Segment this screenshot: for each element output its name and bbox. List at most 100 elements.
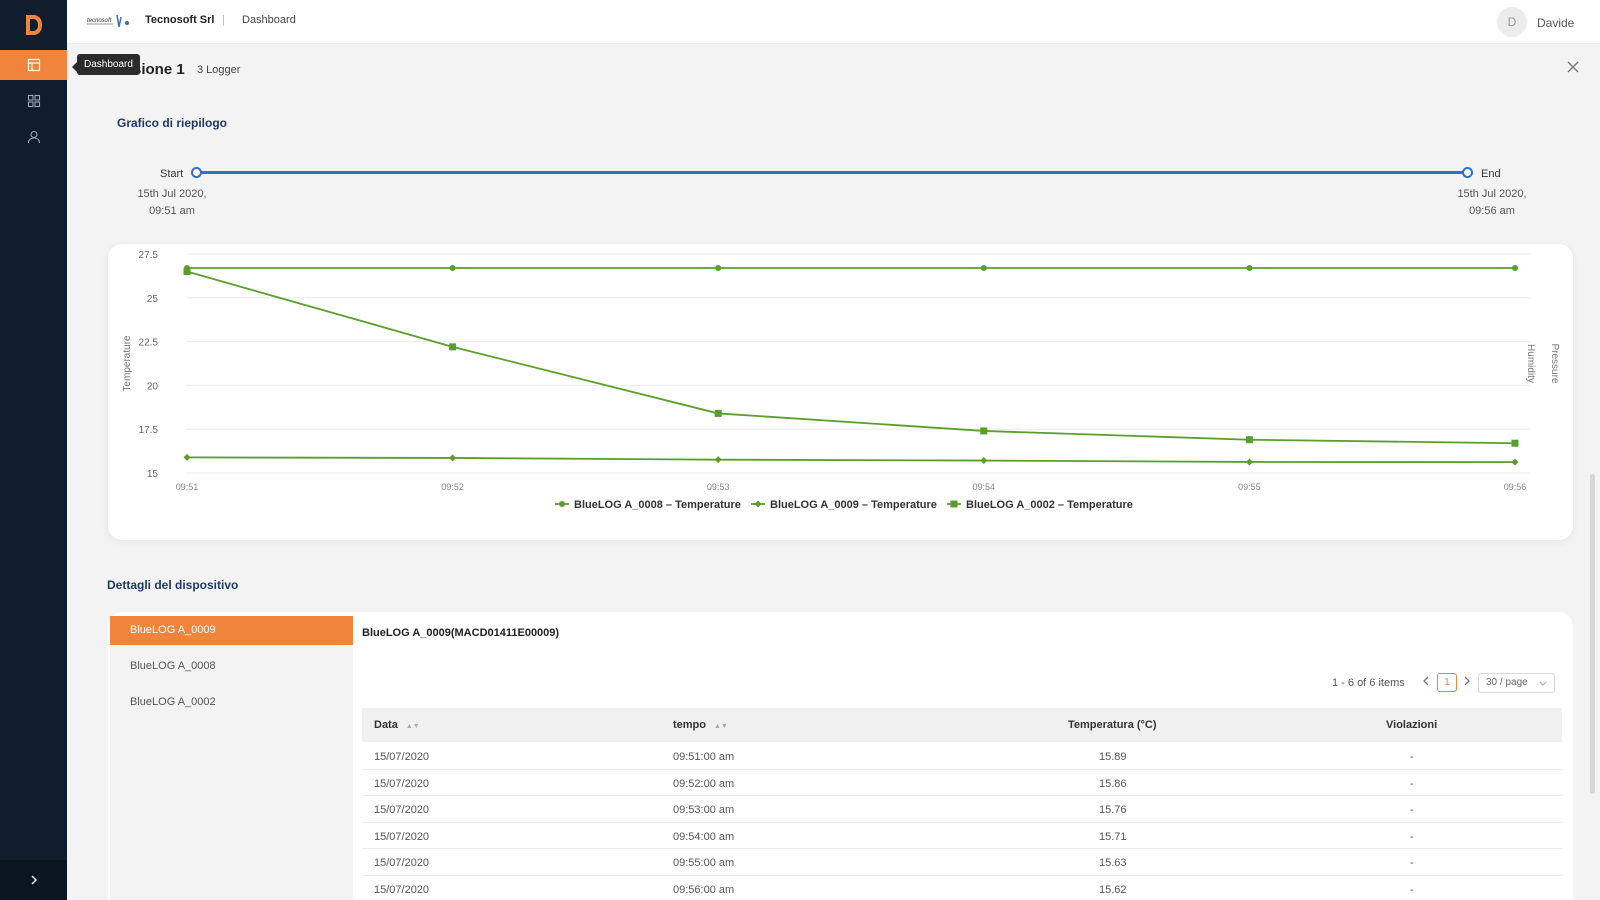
cell-temperatura: 15.71 — [1099, 831, 1127, 843]
cell-data: 15/07/2020 — [374, 831, 430, 843]
legend-marker — [754, 500, 762, 508]
series-line-1 — [186, 456, 1516, 464]
x-tick-label: 09:52 — [441, 482, 464, 492]
pagination-prev-button[interactable] — [1422, 674, 1430, 689]
summary-section-title: Grafico di riepilogo — [117, 116, 228, 130]
breadcrumb[interactable]: Dashboard — [242, 14, 296, 26]
row-divider — [362, 769, 1562, 770]
data-point — [1511, 458, 1519, 466]
time-range-slider[interactable] — [196, 171, 1468, 174]
row-divider — [362, 795, 1562, 796]
legend-item-0: BlueLOG A_0008 – Temperature — [574, 499, 741, 511]
data-point — [1511, 439, 1519, 447]
close-button[interactable] — [1563, 57, 1583, 77]
range-start-handle[interactable] — [191, 167, 202, 178]
chevron-right-icon — [31, 875, 37, 885]
app-logo-icon — [25, 15, 42, 35]
dashboard-icon — [27, 58, 40, 72]
table-header — [362, 708, 1562, 742]
range-start-label: Start — [160, 168, 184, 180]
avatar[interactable]: D — [1497, 7, 1527, 37]
y-tick-label: 17.5 — [139, 425, 159, 436]
y-tick-label: 22.5 — [139, 338, 159, 349]
tecnosoft-logo: tecnosoft — [87, 14, 129, 28]
x-tick-label: 09:51 — [176, 482, 199, 492]
page-size-select[interactable]: 30 / page — [1478, 673, 1555, 693]
cell-data: 15/07/2020 — [374, 804, 430, 816]
chevron-down-icon — [1539, 681, 1547, 686]
data-point — [714, 409, 722, 417]
cell-temperatura: 15.89 — [1099, 751, 1127, 763]
cell-tempo: 09:55:00 am — [673, 857, 735, 869]
cell-temperatura: 15.63 — [1099, 857, 1127, 869]
data-point — [714, 456, 722, 464]
user-icon — [27, 130, 40, 144]
range-end-date: 15th Jul 2020, 09:56 am — [1447, 186, 1537, 220]
device-item-0[interactable]: BlueLOG A_0009 — [110, 616, 353, 645]
data-point — [1245, 436, 1253, 444]
user-name[interactable]: Davide — [1537, 16, 1575, 30]
x-tick-label: 09:56 — [1504, 482, 1527, 492]
details-section-title: Dettagli del dispositivo — [107, 578, 239, 592]
range-start-date: 15th Jul 2020, 09:51 am — [127, 186, 217, 220]
range-start-time: 09:51 am — [149, 205, 195, 217]
range-start-date-line1: 15th Jul 2020, — [137, 188, 207, 200]
summary-chart: 15 17.5 20 22.5 25 27.5 09:51 09:52 09:53 09:54 09… — [122, 250, 1560, 511]
data-point — [449, 265, 456, 272]
row-divider — [362, 875, 1562, 876]
cell-temperatura: 15.86 — [1099, 778, 1127, 790]
sort-icon[interactable]: ▲▼ — [405, 723, 420, 730]
cell-temperatura: 15.62 — [1099, 884, 1127, 896]
app-logo[interactable] — [0, 0, 67, 50]
chevron-right-icon — [1464, 676, 1470, 686]
close-icon — [1567, 61, 1579, 73]
sort-icon[interactable]: ▲▼ — [714, 723, 728, 730]
device-title: BlueLOG A_0009(MACD01411E00009) — [362, 627, 560, 639]
data-point — [183, 453, 191, 461]
row-divider — [362, 848, 1562, 849]
y-tick-label: 20 — [147, 381, 159, 392]
column-header-tempo-label: tempo — [673, 719, 706, 731]
pagination-next-button[interactable] — [1463, 674, 1471, 689]
cell-data: 15/07/2020 — [374, 751, 430, 763]
cell-violazioni: - — [1410, 751, 1414, 763]
page-scrollbar[interactable] — [1590, 474, 1595, 794]
cell-violazioni: - — [1410, 804, 1414, 816]
legend-marker — [950, 500, 958, 508]
y-tick-label: 15 — [147, 469, 159, 480]
column-header-data-label: Data — [374, 719, 398, 731]
chevron-left-icon — [1423, 676, 1429, 686]
cell-tempo: 09:53:00 am — [673, 804, 735, 816]
cell-data: 15/07/2020 — [374, 778, 430, 790]
x-tick-label: 09:53 — [707, 482, 730, 492]
cell-data: 15/07/2020 — [374, 857, 430, 869]
sidebar-tooltip: Dashboard — [72, 54, 140, 75]
range-end-handle[interactable] — [1462, 167, 1473, 178]
column-header-tempo[interactable]: tempo ▲▼ — [673, 719, 728, 731]
x-tick-label: 09:54 — [973, 482, 996, 492]
sidebar-item-user[interactable] — [0, 122, 67, 152]
y-axis-label: Temperature — [122, 335, 133, 392]
breadcrumb-separator: | — [222, 14, 225, 26]
legend-item-2: BlueLOG A_0002 – Temperature — [966, 499, 1133, 511]
sidebar-expand-button[interactable] — [0, 860, 67, 900]
column-header-data[interactable]: Data ▲▼ — [374, 719, 420, 731]
cell-violazioni: - — [1410, 778, 1414, 790]
cell-violazioni: - — [1410, 831, 1414, 843]
data-point — [980, 427, 988, 435]
range-end-date-line1: 15th Jul 2020, — [1457, 188, 1527, 200]
device-item-2[interactable]: BlueLOG A_0002 — [130, 696, 216, 708]
cell-temperatura: 15.76 — [1099, 804, 1127, 816]
data-point — [1245, 458, 1253, 466]
pagination-page-1[interactable]: 1 — [1437, 673, 1457, 692]
cell-violazioni: - — [1410, 857, 1414, 869]
cell-tempo: 09:52:00 am — [673, 778, 735, 790]
y3-axis-label: Pressure — [1549, 343, 1560, 383]
sidebar-item-dashboard[interactable] — [0, 50, 67, 80]
logger-count: 3 Logger — [197, 64, 241, 76]
data-point — [1246, 265, 1253, 272]
series-line-2 — [186, 270, 1516, 445]
sidebar-item-grid[interactable] — [0, 86, 67, 116]
grid-icon — [27, 94, 40, 108]
device-item-1[interactable]: BlueLOG A_0008 — [130, 660, 216, 672]
